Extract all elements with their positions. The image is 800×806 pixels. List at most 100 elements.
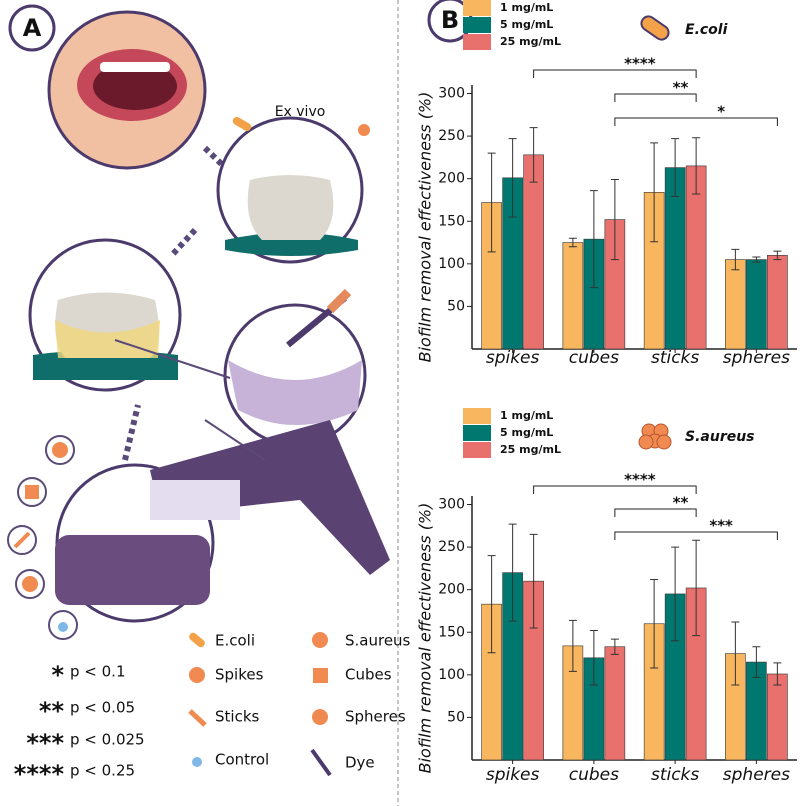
panel-badge bbox=[8, 4, 56, 52]
bar bbox=[562, 242, 584, 350]
significance-label: ** bbox=[673, 494, 689, 512]
connector bbox=[169, 227, 198, 258]
significance-label: **** bbox=[624, 471, 656, 489]
error-bar bbox=[773, 250, 782, 261]
y-tick-label: 300 bbox=[438, 86, 465, 102]
y-tick-label: 250 bbox=[438, 539, 465, 555]
error-bar bbox=[773, 662, 782, 686]
x-tick-label: cubes bbox=[569, 765, 619, 785]
error-bar bbox=[487, 152, 496, 253]
significance-bracket bbox=[614, 508, 697, 517]
saureus-icon bbox=[358, 124, 370, 136]
ex-vivo-label: Ex vivo bbox=[275, 104, 326, 120]
arrow bbox=[204, 419, 266, 461]
sphere-icon-core bbox=[22, 576, 38, 592]
significance-label: *** bbox=[709, 517, 733, 535]
error-bar bbox=[752, 256, 761, 263]
error-bar bbox=[752, 646, 761, 678]
cube-icon-core bbox=[25, 485, 39, 499]
legend-label: 25 mg/mL bbox=[500, 35, 561, 48]
significance-label: **** bbox=[624, 55, 656, 73]
significance-bracket bbox=[533, 485, 697, 494]
error-bar bbox=[568, 619, 577, 672]
error-bar bbox=[589, 630, 598, 686]
legend-title: S.aureus bbox=[685, 429, 755, 445]
control-icon-core bbox=[58, 622, 68, 632]
bar bbox=[604, 646, 626, 761]
x-tick-label: sticks bbox=[651, 765, 699, 785]
x-tick-label: cubes bbox=[569, 348, 619, 368]
significance-text: p < 0.05 bbox=[70, 699, 135, 717]
x-tick-label: spheres bbox=[723, 765, 790, 785]
dropper-bulb bbox=[326, 288, 352, 314]
y-axis-label: Biofilm removal effectiveness (%) bbox=[416, 92, 435, 363]
control-icon bbox=[192, 757, 202, 767]
significance-bracket bbox=[533, 69, 697, 78]
legend-icon bbox=[640, 15, 670, 41]
legend-label: E.coli bbox=[215, 632, 255, 650]
error-bar bbox=[650, 142, 659, 243]
saureus-icon bbox=[312, 632, 328, 648]
legend-swatch bbox=[463, 408, 491, 424]
legend-swatch bbox=[463, 442, 491, 458]
error-bar bbox=[508, 523, 517, 622]
y-axis-label: Biofilm removal effectiveness (%) bbox=[416, 503, 435, 774]
error-bar bbox=[508, 138, 517, 218]
error-bar bbox=[487, 555, 496, 654]
error-bar bbox=[529, 533, 538, 629]
significance-stars: ** bbox=[39, 697, 65, 725]
sphere-icon bbox=[312, 709, 328, 725]
bar bbox=[746, 259, 767, 350]
significance-stars: **** bbox=[14, 760, 65, 788]
error-bar bbox=[692, 137, 701, 195]
significance-text: p < 0.1 bbox=[70, 663, 125, 681]
bar bbox=[523, 154, 544, 350]
y-tick-label: 50 bbox=[447, 709, 465, 725]
y-tick-label: 150 bbox=[438, 624, 465, 640]
error-bar bbox=[568, 237, 577, 248]
legend-title: E.coli bbox=[685, 22, 728, 38]
significance-stars: * bbox=[51, 661, 64, 689]
x-tick-label: spikes bbox=[486, 348, 540, 368]
zoom-line bbox=[114, 339, 231, 379]
legend-swatch bbox=[463, 0, 491, 16]
significance-bracket bbox=[614, 531, 778, 540]
legend-label: Spheres bbox=[345, 708, 406, 726]
connector bbox=[122, 404, 141, 461]
error-bar bbox=[671, 138, 680, 198]
y-tick-label: 100 bbox=[438, 667, 465, 683]
ecoli-icon bbox=[189, 632, 205, 648]
stained-biofilm bbox=[228, 360, 362, 425]
significance-text: p < 0.25 bbox=[70, 762, 135, 780]
y-tick-label: 200 bbox=[438, 582, 465, 598]
error-bar bbox=[529, 127, 538, 183]
significance-bracket bbox=[614, 93, 697, 102]
error-bar bbox=[610, 638, 619, 655]
bar bbox=[767, 673, 788, 761]
tooth bbox=[247, 175, 334, 240]
error-bar bbox=[692, 539, 701, 637]
toothbrush bbox=[150, 420, 390, 575]
panel-label: B bbox=[441, 6, 459, 34]
legend-label: S.aureus bbox=[345, 632, 411, 650]
significance-stars: *** bbox=[26, 729, 64, 757]
bristles bbox=[150, 480, 240, 520]
y-tick-label: 200 bbox=[438, 171, 465, 187]
legend-swatch bbox=[463, 425, 491, 441]
significance-label: ** bbox=[673, 79, 689, 97]
error-bar bbox=[671, 546, 680, 642]
error-bar bbox=[589, 190, 598, 289]
spike-icon bbox=[189, 667, 205, 683]
error-bar bbox=[610, 179, 619, 261]
mouth bbox=[93, 62, 177, 110]
error-bar bbox=[731, 621, 740, 686]
y-tick-label: 150 bbox=[438, 213, 465, 229]
panel-a-illustration bbox=[7, 0, 473, 806]
spike-icon-core bbox=[52, 442, 68, 458]
legend-icon bbox=[656, 434, 672, 450]
y-tick-label: 250 bbox=[438, 128, 465, 144]
stick-icon bbox=[188, 709, 207, 727]
gum bbox=[225, 232, 358, 256]
y-tick-label: 100 bbox=[438, 256, 465, 272]
